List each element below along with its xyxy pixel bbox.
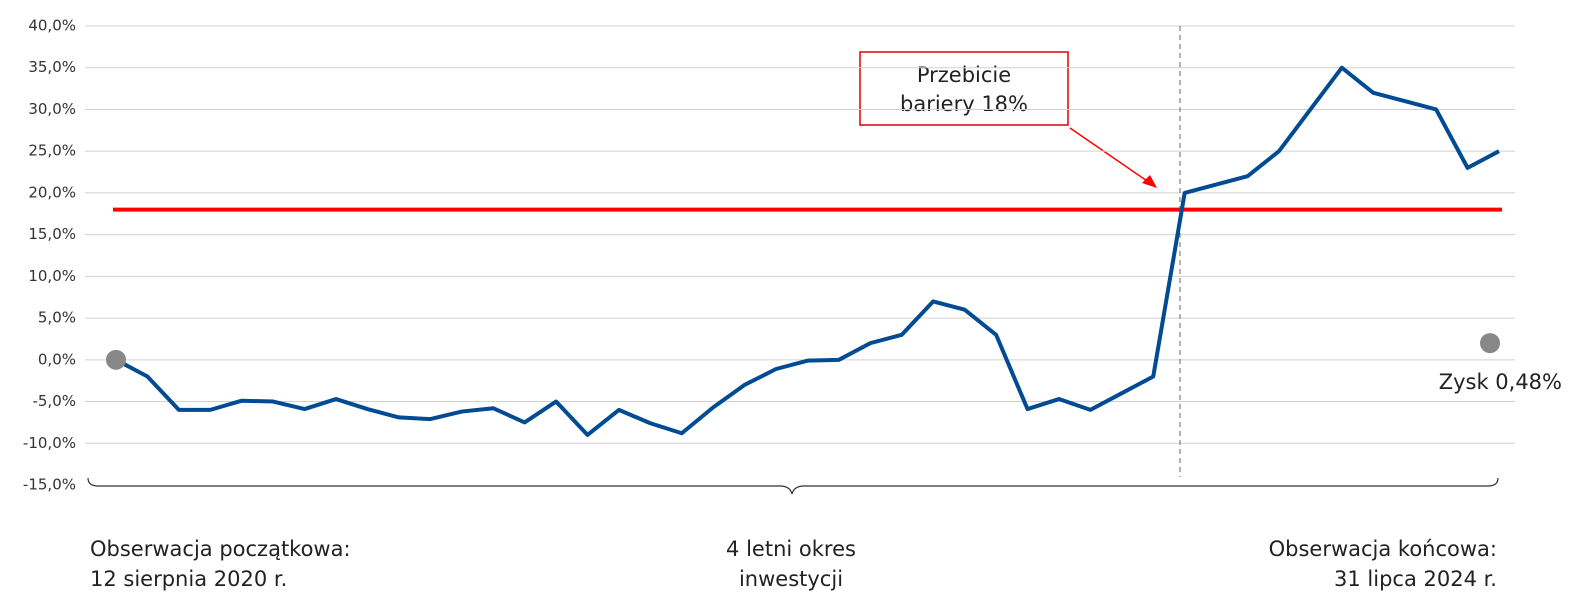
end-point — [1480, 333, 1500, 354]
y-tick-label: 30,0% — [28, 100, 76, 118]
arrow-head — [1142, 175, 1157, 188]
footer-left: Obserwacja początkowa: — [90, 537, 351, 561]
annotation-box — [859, 51, 1069, 126]
start-point — [106, 349, 126, 370]
brace — [87, 477, 1499, 495]
y-tick-label: -10,0% — [23, 434, 76, 452]
footer-center: 4 letni okres — [726, 537, 856, 561]
annotation-text: Przebicie — [917, 63, 1011, 87]
y-tick-label: 15,0% — [28, 225, 76, 243]
y-tick-label: 20,0% — [28, 183, 76, 201]
footer-right: 31 lipca 2024 r. — [1334, 567, 1497, 591]
y-tick-label: -5,0% — [32, 392, 76, 410]
annotation-arrow — [1069, 127, 1151, 184]
footer-center: inwestycji — [739, 567, 843, 591]
footer-right: Obserwacja końcowa: — [1269, 537, 1497, 561]
y-tick-label: 5,0% — [38, 309, 76, 327]
end-label: Zysk 0,48% — [1439, 370, 1562, 394]
y-tick-label: 35,0% — [28, 58, 76, 76]
y-tick-label: 0,0% — [38, 350, 76, 368]
y-tick-label: 10,0% — [28, 267, 76, 285]
y-tick-label: -15,0% — [23, 476, 76, 494]
y-tick-label: 25,0% — [28, 142, 76, 160]
y-tick-label: 40,0% — [28, 17, 76, 35]
series-line — [115, 65, 1500, 437]
annotation-text: bariery 18% — [900, 92, 1028, 116]
footer-left: 12 sierpnia 2020 r. — [90, 567, 287, 591]
